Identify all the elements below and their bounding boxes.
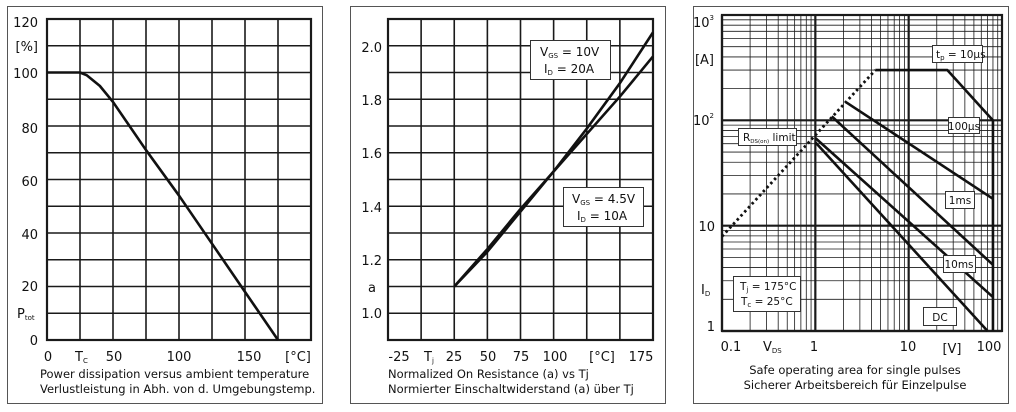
ytick: 100: [13, 67, 38, 82]
conditions-box: Tj = 175°C Tc = 25°C: [733, 276, 801, 312]
ytick: 10: [698, 220, 715, 235]
xtick: 1: [810, 340, 818, 355]
label-10us: tp = 10µs: [932, 45, 986, 63]
x-axis-label: TC: [74, 350, 88, 365]
xtick: 50: [106, 350, 123, 365]
svg-text:VGS = 4.5V: VGS = 4.5V: [572, 192, 636, 207]
ytick: 2.0: [361, 41, 382, 56]
annotation-vgs-10v: VGS = 10V ID = 20A: [530, 40, 611, 80]
caption-de: Normierter Einschaltwiderstand (a) über …: [388, 382, 634, 396]
label-100us: 100µs: [948, 117, 980, 134]
x-axis-label: VDS: [763, 340, 782, 355]
svg-text:VGS = 10V: VGS = 10V: [540, 45, 600, 60]
series-line-r-ds-on-limit: [720, 69, 877, 238]
xtick: 0: [44, 350, 52, 365]
svg-text:Tj = 175°C: Tj = 175°C: [739, 281, 796, 294]
xtick: 0.1: [721, 340, 742, 355]
y-axis-label: ID: [701, 283, 710, 298]
plot-frame: [386, 17, 655, 342]
panel-power-dissipation: [7, 6, 323, 404]
ytick: 102: [693, 112, 714, 129]
ytick: 0: [30, 334, 38, 349]
ytick: 40: [21, 228, 38, 243]
xtick: -25: [388, 350, 409, 365]
ytick: 1: [707, 320, 715, 335]
svg-text:DC: DC: [932, 312, 947, 324]
ytick: 103: [693, 14, 714, 31]
label-dc: DC: [923, 307, 957, 326]
caption-de: Verlustleistung in Abh. von d. Umgebungs…: [40, 382, 315, 396]
svg-text:1ms: 1ms: [949, 195, 971, 207]
xtick: 175: [629, 350, 654, 365]
svg-text:tp = 10µs: tp = 10µs: [936, 49, 986, 62]
series-line-100-s: [845, 101, 994, 200]
plot-frame: [45, 17, 313, 342]
plot-frame: [720, 13, 1004, 333]
ytick: 1.8: [361, 94, 382, 109]
series-line-0: [47, 71, 280, 341]
y-axis-label: Ptot: [17, 307, 35, 322]
label-1ms: 1ms: [945, 191, 975, 209]
ytick: 120: [13, 16, 38, 31]
x-unit: [°C]: [589, 350, 615, 365]
chart-power-dissipation: [45, 17, 313, 342]
annotation-vgs-4-5v: VGS = 4.5V ID = 10A: [563, 187, 644, 227]
ytick: 80: [21, 122, 38, 137]
svg-text:ID = 10A: ID = 10A: [577, 209, 628, 224]
label-10ms: 10ms: [943, 255, 976, 273]
series-line-t-p-10-s: [875, 68, 995, 331]
svg-text:RDS(on) limit: RDS(on) limit: [743, 132, 796, 145]
xtick: 100: [543, 350, 568, 365]
xtick: 10: [900, 340, 917, 355]
y-axis-label: a: [368, 281, 376, 296]
svg-text:10ms: 10ms: [944, 259, 973, 271]
y-unit: [A]: [695, 53, 714, 68]
x-axis-label: Tj: [423, 350, 434, 365]
series-line-dc: [814, 141, 989, 332]
caption-en: Safe operating area for single pulses: [749, 363, 961, 377]
xtick: 100: [977, 340, 1002, 355]
svg-text:ID = 20A: ID = 20A: [544, 62, 595, 77]
xtick: 100: [167, 350, 192, 365]
ytick: 1.0: [361, 307, 382, 322]
ytick: 60: [21, 175, 38, 190]
x-unit: [°C]: [285, 350, 311, 365]
series-line-1: [453, 55, 655, 288]
series-line-1ms: [830, 115, 994, 266]
xtick: 50: [480, 350, 497, 365]
y-unit: [%]: [16, 40, 39, 55]
ytick: 1.6: [361, 147, 382, 162]
label-rds-limit: RDS(on) limit: [738, 128, 797, 146]
caption-de: Sicherer Arbeitsbereich für Einzelpulse: [744, 378, 967, 392]
xtick: 75: [513, 350, 530, 365]
xtick: 150: [237, 350, 262, 365]
caption-en: Normalized On Resistance (a) vs Tj: [388, 367, 589, 381]
caption-en: Power dissipation versus ambient tempera…: [40, 367, 309, 381]
ytick: 1.4: [361, 201, 382, 216]
x-unit: [V]: [942, 342, 961, 357]
svg-text:100µs: 100µs: [948, 121, 980, 133]
ytick: 1.2: [361, 254, 382, 269]
ytick: 20: [21, 280, 38, 295]
xtick: 25: [446, 350, 463, 365]
svg-text:Tc = 25°C: Tc = 25°C: [740, 296, 793, 309]
